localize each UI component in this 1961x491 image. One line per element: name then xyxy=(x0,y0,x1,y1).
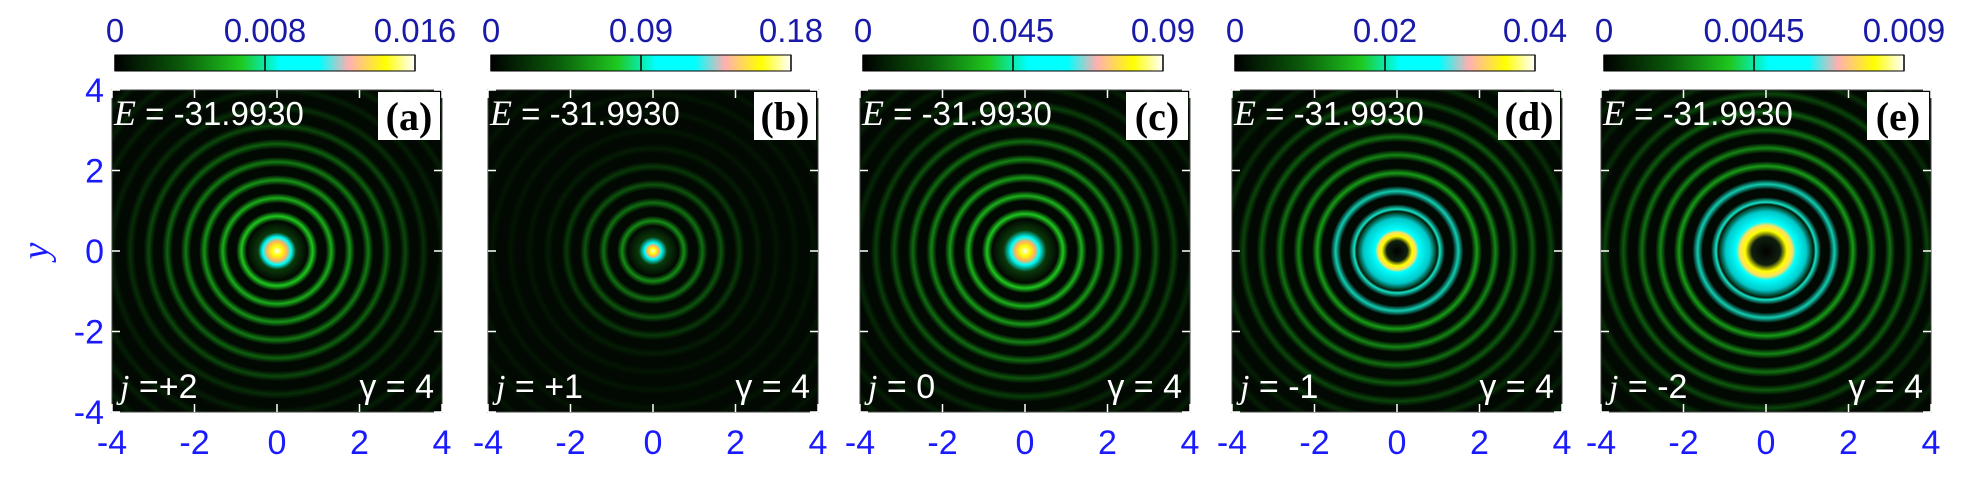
x-tick-label: 0 xyxy=(644,424,663,462)
heatmap xyxy=(487,89,819,413)
heatmap xyxy=(111,89,443,413)
x-tick-label: 0 xyxy=(1016,424,1035,462)
x-tick-label: 4 xyxy=(1922,424,1941,462)
colorbar-tick-label: 0.09 xyxy=(1131,12,1195,49)
x-tick-label: 4 xyxy=(1181,424,1200,462)
panels: 0 0.008 0.016 E = -31.9930 (a) j =+2 γ = 4 -4 -2… xyxy=(74,12,1946,462)
colorbar-tick-label: 0 xyxy=(854,12,872,49)
y-axis: 4 2 0 -2 -4 xyxy=(74,72,104,432)
y-tick-label: -4 xyxy=(74,394,104,432)
heatmap-image xyxy=(112,90,442,412)
x-tick-label: 4 xyxy=(809,424,828,462)
colorbar: 0 0.02 0.04 xyxy=(1226,12,1567,72)
panel-e: 0 0.0045 0.009 E = -31.9930 (e) j = -2 γ = 4 -4… xyxy=(1586,12,1945,462)
heatmap-image xyxy=(1601,90,1931,412)
heatmap-image xyxy=(488,90,818,412)
x-tick-label: 2 xyxy=(1098,424,1117,462)
panel-tag: (b) xyxy=(754,92,816,140)
panel-tag-box xyxy=(378,92,440,140)
x-tick-label: 0 xyxy=(1388,424,1407,462)
panel-tag-text: (d) xyxy=(1505,94,1554,139)
energy-label: E = -31.9930 xyxy=(861,93,1052,133)
y-tick-label: 0 xyxy=(85,233,104,271)
y-tick-label: 4 xyxy=(85,72,104,110)
y-tick-label: 2 xyxy=(85,153,104,191)
energy-label: E = -31.9930 xyxy=(1602,93,1793,133)
panel-tag-text: (b) xyxy=(761,94,810,139)
colorbar-tick-label: 0.016 xyxy=(374,12,457,49)
x-tick-label: -4 xyxy=(1217,424,1247,462)
gamma-label: γ = 4 xyxy=(1107,368,1182,406)
colorbar: 0 0.008 0.016 xyxy=(106,12,457,72)
x-tick-label: 2 xyxy=(726,424,745,462)
panel-tag-text: (e) xyxy=(1876,94,1920,139)
panel-tag-box xyxy=(754,92,816,140)
panel-tag: (c) xyxy=(1126,92,1188,140)
x-tick-label: -2 xyxy=(555,424,585,462)
colorbar: 0 0.09 0.18 xyxy=(482,12,823,72)
panel-tag-box xyxy=(1126,92,1188,140)
x-tick-label: -4 xyxy=(473,424,503,462)
x-tick-label: -4 xyxy=(845,424,875,462)
heatmap-image xyxy=(1232,90,1562,412)
j-label: j =+2 xyxy=(116,368,198,406)
colorbar-tick-label: 0 xyxy=(106,12,124,49)
x-tick-label: 0 xyxy=(268,424,287,462)
j-label: j = -2 xyxy=(1605,368,1687,406)
x-tick-label: 4 xyxy=(433,424,452,462)
panel-b: 0 0.09 0.18 E = -31.9930 (b) j = +1 γ = 4 -4 -2 0… xyxy=(473,12,828,462)
energy-label: E = -31.9930 xyxy=(1233,93,1424,133)
gamma-label: γ = 4 xyxy=(735,368,810,406)
colorbar-tick-label: 0.04 xyxy=(1503,12,1567,49)
j-label: j = +1 xyxy=(492,368,583,406)
panel-tag-box xyxy=(1867,92,1929,140)
x-tick-label: -2 xyxy=(927,424,957,462)
heatmap xyxy=(1231,89,1563,413)
gamma-label: γ = 4 xyxy=(359,368,434,406)
colorbar: 0 0.0045 0.009 xyxy=(1595,12,1946,72)
panel-c: 0 0.045 0.09 E = -31.9930 (c) j = 0 γ = 4 -4 -2 0… xyxy=(845,12,1200,462)
x-tick-label: 0 xyxy=(1757,424,1776,462)
j-label: j = -1 xyxy=(1236,368,1318,406)
heatmap-image xyxy=(860,90,1190,412)
panel-tag-text: (c) xyxy=(1135,94,1179,139)
gamma-label: γ = 4 xyxy=(1848,368,1923,406)
panel-tag-text: (a) xyxy=(386,94,433,139)
heatmap xyxy=(859,89,1191,413)
x-tick-label: 2 xyxy=(350,424,369,462)
y-axis-label: y xyxy=(15,242,57,263)
x-tick-label: -2 xyxy=(1299,424,1329,462)
colorbar-tick-label: 0.009 xyxy=(1863,12,1946,49)
colorbar-tick-label: 0.18 xyxy=(759,12,823,49)
x-tick-label: 4 xyxy=(1553,424,1572,462)
colorbar-tick-label: 0.02 xyxy=(1353,12,1417,49)
colorbar-tick-label: 0.008 xyxy=(224,12,307,49)
panel-tag: (e) xyxy=(1867,92,1929,140)
y-tick-label: -2 xyxy=(74,314,104,352)
heatmap xyxy=(1600,89,1932,413)
panel-tag: (a) xyxy=(378,92,440,140)
panel-a: 0 0.008 0.016 E = -31.9930 (a) j =+2 γ = 4 -4 -2… xyxy=(97,12,456,462)
x-tick-label: 2 xyxy=(1470,424,1489,462)
x-tick-label: -2 xyxy=(1668,424,1698,462)
x-tick-label: -4 xyxy=(97,424,127,462)
panel-tag: (d) xyxy=(1498,92,1560,140)
energy-label: E = -31.9930 xyxy=(113,93,304,133)
x-tick-label: 2 xyxy=(1839,424,1858,462)
panel-tag-box xyxy=(1498,92,1560,140)
gamma-label: γ = 4 xyxy=(1479,368,1554,406)
colorbar-tick-label: 0 xyxy=(1595,12,1613,49)
x-tick-label: -2 xyxy=(179,424,209,462)
colorbar-tick-label: 0 xyxy=(1226,12,1244,49)
energy-label: E = -31.9930 xyxy=(489,93,680,133)
colorbar-tick-label: 0.045 xyxy=(972,12,1055,49)
colorbar-tick-label: 0.0045 xyxy=(1704,12,1805,49)
colorbar-tick-label: 0 xyxy=(482,12,500,49)
x-tick-label: -4 xyxy=(1586,424,1616,462)
colorbar: 0 0.045 0.09 xyxy=(854,12,1195,72)
colorbar-tick-label: 0.09 xyxy=(609,12,673,49)
j-label: j = 0 xyxy=(864,368,935,406)
panel-d: 0 0.02 0.04 E = -31.9930 (d) j = -1 γ = 4 -4 -2 0… xyxy=(1217,12,1572,462)
